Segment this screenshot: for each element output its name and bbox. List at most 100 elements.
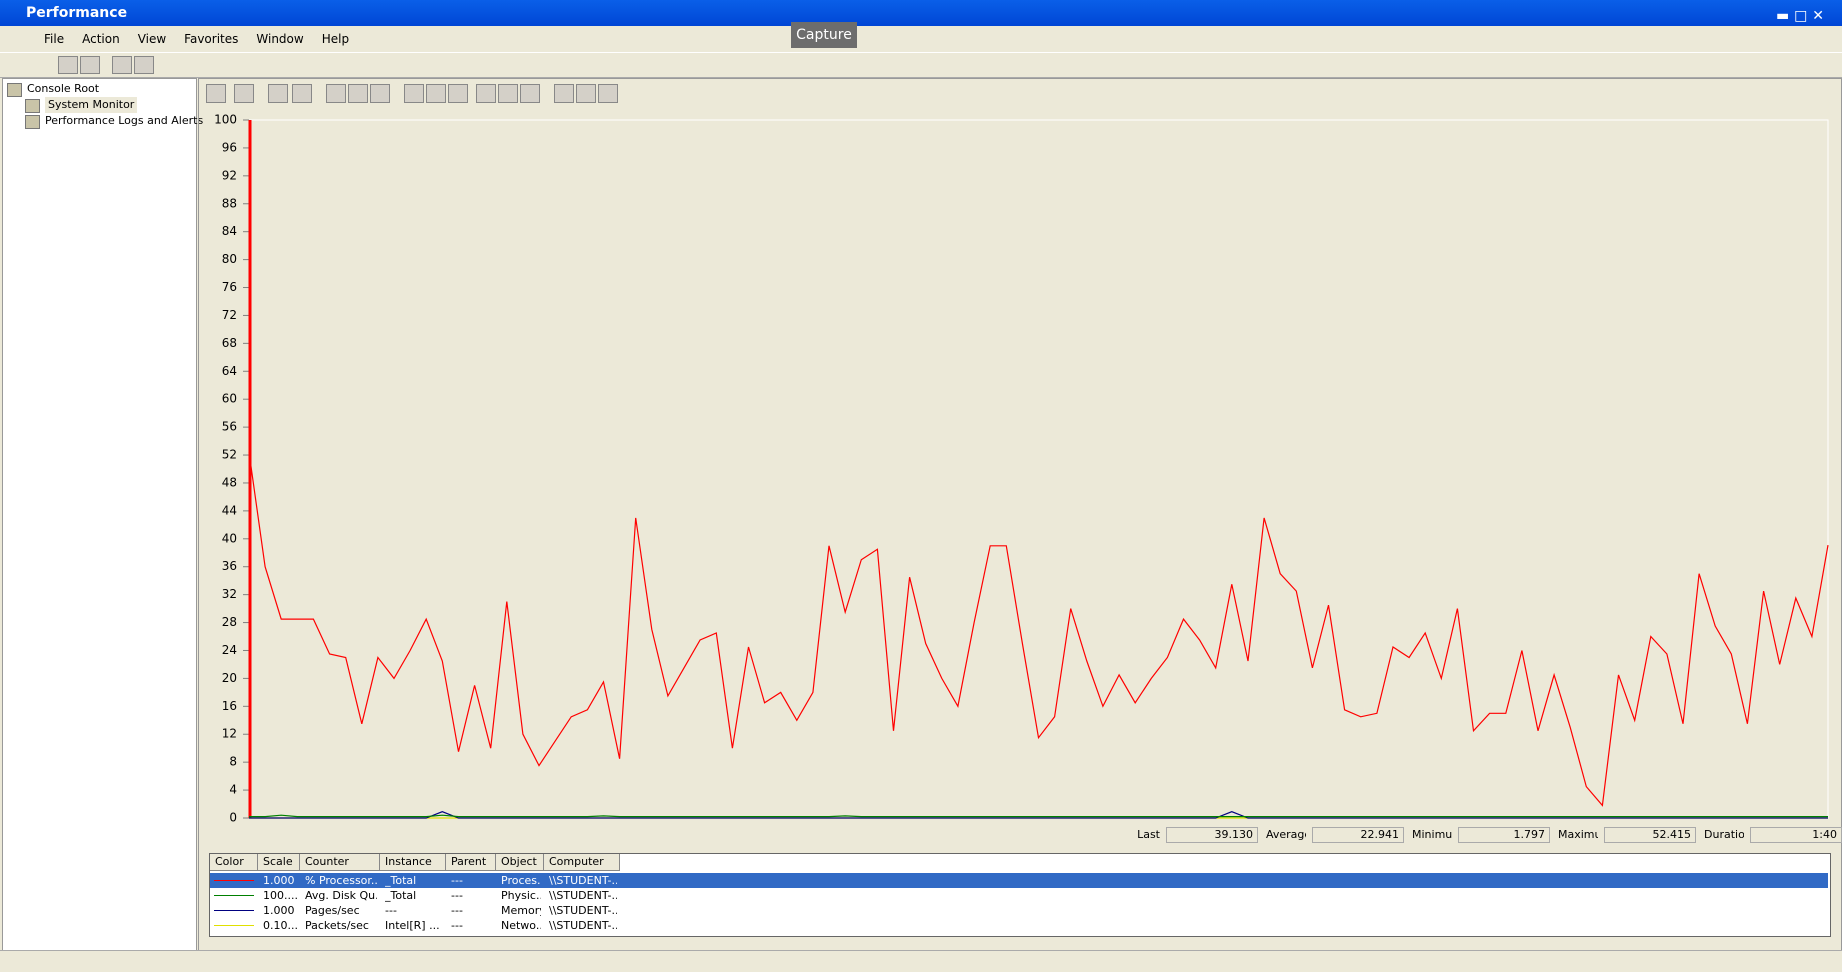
column-header[interactable]: Scale — [258, 854, 300, 871]
y-tick-label: 92 — [222, 168, 237, 182]
tool-button[interactable] — [234, 84, 254, 103]
tree-button[interactable] — [80, 56, 100, 74]
graph: 0481216202428323640444852566064687276808… — [214, 113, 1829, 825]
up-button[interactable] — [58, 56, 78, 74]
y-tick-label: 20 — [222, 671, 237, 685]
tool-button[interactable] — [554, 84, 574, 103]
tool-button[interactable] — [370, 84, 390, 103]
stat-label: Last — [1137, 828, 1160, 841]
menu-item[interactable]: Action — [82, 32, 120, 46]
stat-label: Average — [1266, 828, 1306, 841]
column-header[interactable]: Instance — [380, 854, 446, 871]
y-tick-label: 52 — [222, 448, 237, 462]
counter-row[interactable]: 1.000 % Processor... _Total --- Proces... \\S… — [210, 873, 1828, 888]
tool-button[interactable] — [326, 84, 346, 103]
y-tick-label: 12 — [222, 727, 237, 741]
y-tick-label: 84 — [222, 224, 237, 238]
cell: Proces... — [501, 874, 541, 887]
series-line — [248, 452, 1829, 807]
y-tick-label: 36 — [222, 559, 237, 573]
tool-button[interactable] — [598, 84, 618, 103]
y-tick-label: 64 — [222, 364, 237, 378]
y-tick-label: 32 — [222, 587, 237, 601]
y-tick-label: 80 — [222, 252, 237, 266]
menu-item[interactable]: View — [137, 32, 167, 46]
y-tick-label: 28 — [222, 615, 237, 629]
column-header[interactable]: Parent — [446, 854, 496, 871]
menu-item[interactable]: Help — [321, 32, 350, 46]
counter-list: Color Scale Counter Instance Parent Object Com… — [209, 853, 1831, 937]
color-swatch — [214, 910, 254, 911]
pane-button[interactable] — [134, 56, 154, 74]
tree-node[interactable]: System Monitor — [45, 97, 138, 113]
menu-item[interactable]: File — [44, 32, 65, 46]
y-tick-label: 40 — [222, 531, 237, 545]
cell: Netwo... — [501, 919, 541, 932]
column-header[interactable]: Color — [210, 854, 258, 871]
stat-value: 52.415 — [1604, 827, 1696, 843]
cell: \\STUDENT-... — [549, 874, 617, 887]
window-title: Performance — [26, 5, 128, 21]
menu-item[interactable]: Window — [256, 32, 304, 46]
window-controls[interactable]: ▬ □ ✕ — [1776, 8, 1824, 24]
tool-button[interactable] — [268, 84, 288, 103]
tool-button[interactable] — [404, 84, 424, 103]
stats-bar: Last 39.130 Average 22.941 Minimum 1.797 Maxim… — [1120, 826, 1842, 844]
series-line — [249, 811, 1828, 819]
color-swatch — [214, 895, 254, 896]
stat-label: Minimum — [1412, 828, 1452, 841]
console-tree: Console Root System Monitor Performance Lo… — [2, 78, 203, 951]
y-tick-label: 16 — [222, 699, 237, 713]
tool-button[interactable] — [206, 84, 226, 103]
series-line — [249, 814, 1828, 818]
y-tick-label: 60 — [222, 392, 237, 406]
plot-area — [248, 119, 1829, 819]
cell: 100.... — [263, 889, 297, 902]
stat-value: 22.941 — [1312, 827, 1404, 843]
help-button[interactable] — [112, 56, 132, 74]
tree-node[interactable]: Performance Logs and Alerts — [45, 114, 204, 127]
counter-row[interactable]: 0.10... Packets/sec Intel[R] ... --- Netwo..… — [210, 918, 1828, 933]
column-header[interactable]: Object — [496, 854, 544, 871]
y-tick-label: 44 — [222, 503, 237, 517]
tool-button[interactable] — [476, 84, 496, 103]
y-tick-label: 72 — [222, 308, 237, 322]
cell: _Total — [385, 889, 417, 902]
cell: --- — [451, 919, 463, 932]
cell: Pages/sec — [305, 904, 360, 917]
stat-value: 1:40 — [1750, 827, 1842, 843]
y-tick-label: 96 — [222, 140, 237, 154]
tool-button[interactable] — [520, 84, 540, 103]
tooltip: Capture — [791, 22, 857, 48]
y-tick-label: 76 — [222, 280, 237, 294]
column-header[interactable]: Counter — [300, 854, 380, 871]
tool-button[interactable] — [426, 84, 446, 103]
cell: % Processor... — [305, 874, 377, 887]
status-bar — [0, 950, 1842, 971]
y-tick-label: 8 — [229, 755, 237, 769]
stat-value: 1.797 — [1458, 827, 1550, 843]
tool-button[interactable] — [348, 84, 368, 103]
tree-node[interactable]: Console Root — [27, 82, 100, 95]
y-tick-label: 0 — [229, 811, 237, 825]
cell: Packets/sec — [305, 919, 369, 932]
y-tick-label: 48 — [222, 475, 237, 489]
cell: --- — [451, 904, 463, 917]
toolbar — [0, 52, 1842, 78]
stat-label: Duration — [1704, 828, 1744, 841]
tree-icon — [25, 115, 40, 129]
y-tick-label: 24 — [222, 643, 237, 657]
counter-row[interactable]: 1.000 Pages/sec --- --- Memory \\STUDENT-... — [210, 903, 1828, 918]
tool-button[interactable] — [448, 84, 468, 103]
menu-item[interactable]: Favorites — [184, 32, 239, 46]
cell: Avg. Disk Qu... — [305, 889, 377, 902]
column-header[interactable]: Computer — [544, 854, 620, 871]
stat-label: Maximum — [1558, 828, 1598, 841]
stat-value: 39.130 — [1166, 827, 1258, 843]
counter-row[interactable]: 100.... Avg. Disk Qu... _Total --- Physic...… — [210, 888, 1828, 903]
cell: Physic... — [501, 889, 541, 902]
tool-button[interactable] — [292, 84, 312, 103]
tool-button[interactable] — [576, 84, 596, 103]
tool-button[interactable] — [498, 84, 518, 103]
